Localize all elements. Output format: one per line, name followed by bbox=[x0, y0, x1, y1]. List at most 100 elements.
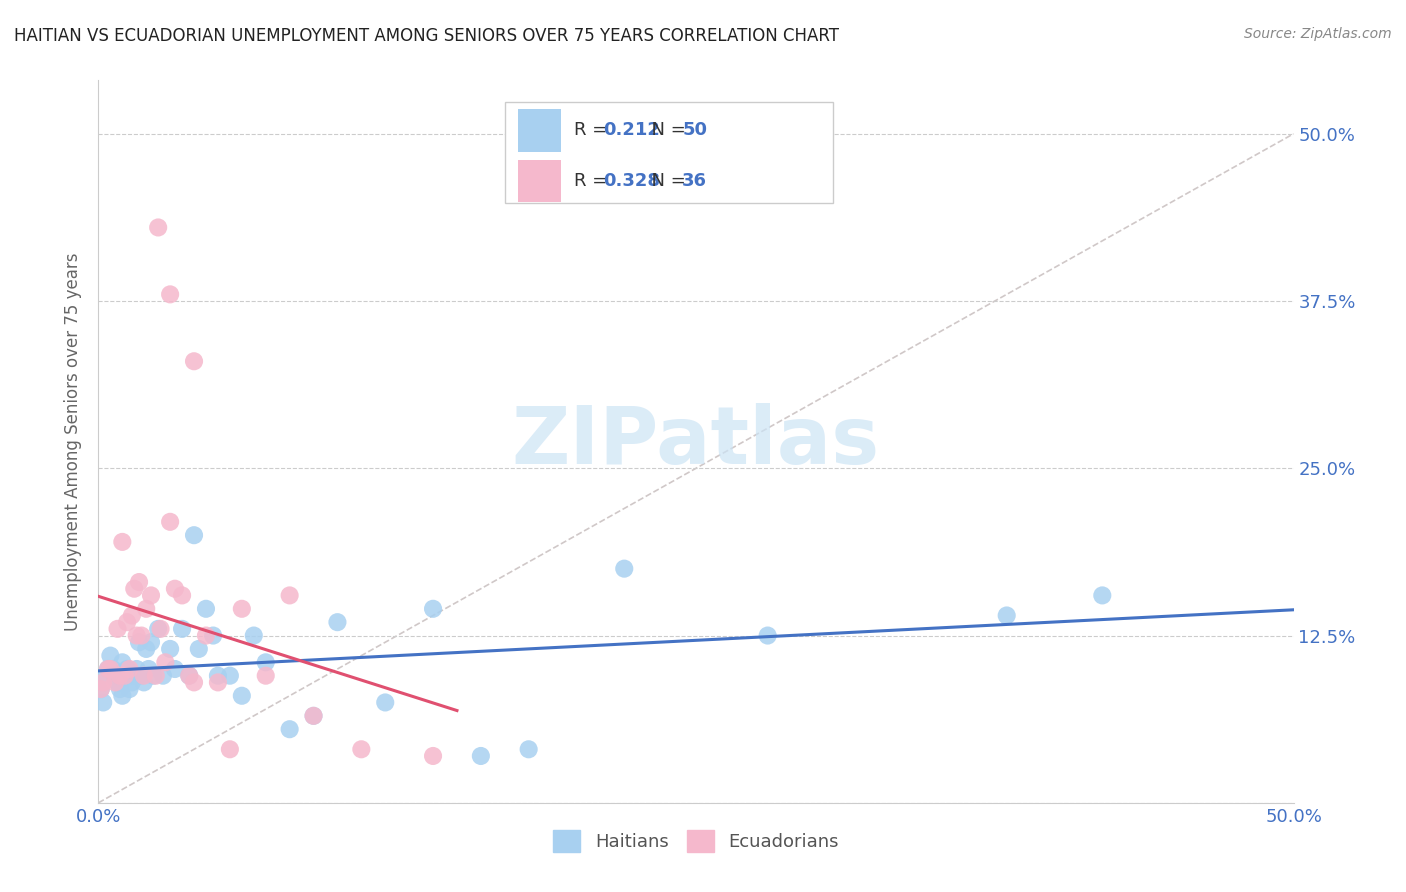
Point bbox=[139, 589, 162, 603]
Text: N =: N = bbox=[640, 172, 690, 190]
Point bbox=[231, 602, 253, 616]
Point bbox=[104, 675, 127, 690]
Point bbox=[101, 662, 124, 676]
Point bbox=[125, 628, 148, 642]
Text: Source: ZipAtlas.com: Source: ZipAtlas.com bbox=[1244, 27, 1392, 41]
Point bbox=[148, 220, 170, 235]
Point bbox=[219, 742, 242, 756]
Point bbox=[183, 354, 205, 368]
Point bbox=[195, 602, 218, 616]
Point bbox=[118, 662, 141, 676]
Point bbox=[132, 675, 155, 690]
Point bbox=[114, 669, 136, 683]
Point bbox=[131, 628, 153, 642]
Point bbox=[155, 655, 177, 669]
Point bbox=[159, 287, 181, 301]
Point bbox=[121, 675, 143, 690]
Point bbox=[756, 628, 779, 642]
Point bbox=[302, 708, 325, 723]
Text: ZIPatlas: ZIPatlas bbox=[512, 402, 880, 481]
Point bbox=[148, 622, 170, 636]
Point bbox=[187, 642, 209, 657]
Point bbox=[145, 669, 167, 683]
Point bbox=[195, 628, 218, 642]
Text: HAITIAN VS ECUADORIAN UNEMPLOYMENT AMONG SENIORS OVER 75 YEARS CORRELATION CHART: HAITIAN VS ECUADORIAN UNEMPLOYMENT AMONG… bbox=[14, 27, 839, 45]
Point bbox=[278, 589, 301, 603]
Point bbox=[111, 689, 134, 703]
Point bbox=[107, 622, 129, 636]
Text: R =: R = bbox=[574, 172, 613, 190]
Point bbox=[374, 696, 396, 710]
Point bbox=[231, 689, 253, 703]
Y-axis label: Unemployment Among Seniors over 75 years: Unemployment Among Seniors over 75 years bbox=[65, 252, 83, 631]
Point bbox=[115, 615, 138, 630]
Point bbox=[125, 662, 148, 676]
Point bbox=[94, 669, 117, 683]
Point bbox=[613, 562, 636, 576]
Point bbox=[159, 642, 181, 657]
Point bbox=[254, 669, 277, 683]
Point bbox=[108, 669, 131, 683]
Point bbox=[207, 675, 229, 690]
Point bbox=[326, 615, 349, 630]
Point bbox=[207, 669, 229, 683]
Point bbox=[517, 742, 540, 756]
Point bbox=[172, 589, 194, 603]
Point bbox=[278, 723, 301, 737]
Point bbox=[172, 622, 194, 636]
Point bbox=[135, 642, 157, 657]
Point bbox=[152, 669, 174, 683]
Point bbox=[114, 669, 136, 683]
Point bbox=[202, 628, 225, 642]
Point bbox=[107, 675, 129, 690]
Text: 0.212: 0.212 bbox=[603, 121, 661, 139]
Point bbox=[163, 662, 186, 676]
Point bbox=[422, 749, 444, 764]
Text: R =: R = bbox=[574, 121, 613, 139]
Point bbox=[142, 669, 165, 683]
Point bbox=[91, 696, 114, 710]
Point bbox=[97, 662, 120, 676]
Point bbox=[179, 669, 201, 683]
Point bbox=[254, 655, 277, 669]
Point bbox=[121, 608, 143, 623]
Point bbox=[183, 675, 205, 690]
Point bbox=[183, 528, 205, 542]
Point bbox=[90, 681, 112, 696]
Point bbox=[139, 635, 162, 649]
Point bbox=[135, 602, 157, 616]
Text: 0.328: 0.328 bbox=[603, 172, 661, 190]
Point bbox=[111, 655, 134, 669]
Point bbox=[995, 608, 1018, 623]
Point bbox=[422, 602, 444, 616]
Point bbox=[124, 669, 146, 683]
Point bbox=[108, 681, 131, 696]
Point bbox=[98, 662, 122, 676]
Point bbox=[149, 622, 172, 636]
Text: 36: 36 bbox=[682, 172, 707, 190]
Point bbox=[98, 648, 122, 663]
Point bbox=[115, 662, 138, 676]
Point bbox=[350, 742, 373, 756]
Point bbox=[138, 662, 160, 676]
Point bbox=[97, 662, 120, 676]
Point bbox=[128, 635, 150, 649]
Point bbox=[219, 669, 242, 683]
Point bbox=[104, 669, 127, 683]
Point bbox=[163, 582, 186, 596]
Point bbox=[124, 582, 146, 596]
Point bbox=[118, 681, 141, 696]
Point bbox=[1091, 589, 1114, 603]
Point bbox=[302, 708, 325, 723]
Text: 50: 50 bbox=[682, 121, 707, 139]
Point bbox=[90, 681, 112, 696]
Point bbox=[132, 669, 155, 683]
Point bbox=[128, 575, 150, 590]
Legend: Haitians, Ecuadorians: Haitians, Ecuadorians bbox=[546, 822, 846, 859]
Point bbox=[131, 669, 153, 683]
Point bbox=[111, 534, 134, 549]
Point bbox=[91, 675, 114, 690]
Point bbox=[159, 515, 181, 529]
Point bbox=[243, 628, 266, 642]
Point bbox=[179, 669, 201, 683]
